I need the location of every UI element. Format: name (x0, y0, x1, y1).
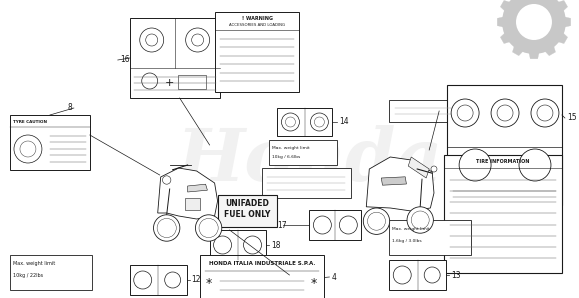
Bar (444, 155, 562, 273)
Bar (210, 230, 266, 260)
Text: 10kg / 6.6lbs: 10kg / 6.6lbs (273, 155, 301, 159)
Circle shape (281, 113, 299, 131)
Bar (389, 260, 446, 290)
Text: HONDA ITALIA INDUSTRIALE S.P.A.: HONDA ITALIA INDUSTRIALE S.P.A. (209, 261, 315, 266)
Text: *: * (310, 277, 317, 289)
Circle shape (313, 216, 331, 234)
Text: ACCESSORIES AND LOADING: ACCESSORIES AND LOADING (229, 23, 285, 27)
Circle shape (310, 113, 328, 131)
Text: 14: 14 (339, 117, 349, 126)
Circle shape (431, 166, 437, 172)
Text: 18: 18 (272, 240, 281, 249)
Bar (389, 220, 471, 255)
Polygon shape (408, 157, 429, 178)
Circle shape (368, 212, 386, 230)
Circle shape (163, 176, 171, 184)
Polygon shape (497, 17, 504, 27)
Bar (130, 18, 219, 98)
Circle shape (459, 149, 491, 181)
Polygon shape (157, 168, 218, 219)
Polygon shape (544, 45, 555, 56)
Bar (185, 198, 200, 210)
Bar (215, 12, 299, 92)
Bar (389, 100, 479, 122)
Circle shape (186, 28, 210, 52)
Bar (447, 85, 562, 205)
Circle shape (244, 236, 262, 254)
Circle shape (153, 215, 180, 241)
Circle shape (407, 207, 433, 233)
Circle shape (491, 99, 519, 127)
Circle shape (339, 216, 357, 234)
Text: TYRE CAUTION: TYRE CAUTION (13, 120, 47, 124)
Circle shape (157, 218, 176, 238)
Text: 1.6kg / 3.0lbs: 1.6kg / 3.0lbs (392, 239, 422, 243)
Polygon shape (367, 157, 434, 211)
Circle shape (363, 208, 390, 235)
Text: +: + (164, 78, 174, 88)
Bar (130, 265, 186, 295)
Text: Max. weight limit: Max. weight limit (392, 227, 430, 231)
Bar (10, 115, 90, 170)
Text: Max. weight limit: Max. weight limit (13, 261, 55, 266)
Polygon shape (512, 45, 524, 56)
Text: 17: 17 (277, 221, 287, 229)
Circle shape (146, 34, 157, 46)
Circle shape (214, 236, 232, 254)
Circle shape (192, 34, 204, 46)
Circle shape (424, 267, 440, 283)
Text: UNIFADED: UNIFADED (226, 199, 269, 208)
Circle shape (497, 105, 513, 121)
Text: FUEL ONLY: FUEL ONLY (224, 210, 271, 219)
Text: 12: 12 (192, 275, 201, 285)
Bar (309, 210, 361, 240)
Polygon shape (188, 184, 207, 192)
Text: 13: 13 (451, 271, 461, 280)
Circle shape (502, 0, 566, 54)
Circle shape (516, 4, 552, 40)
Circle shape (314, 117, 324, 127)
Polygon shape (557, 0, 567, 12)
Bar (10, 255, 92, 290)
Text: 15: 15 (567, 114, 577, 122)
Circle shape (14, 135, 42, 163)
Bar (218, 195, 277, 227)
Bar (269, 140, 338, 165)
Text: 4: 4 (331, 272, 336, 282)
Polygon shape (500, 0, 511, 12)
Circle shape (451, 99, 479, 127)
Bar (178, 75, 206, 89)
Circle shape (411, 211, 429, 229)
Circle shape (199, 218, 218, 238)
Text: Honda: Honda (176, 125, 442, 195)
Bar (277, 108, 332, 136)
Circle shape (457, 105, 473, 121)
Text: 16: 16 (120, 55, 129, 64)
Circle shape (20, 141, 36, 157)
Bar (262, 168, 351, 198)
Circle shape (164, 272, 181, 288)
Circle shape (142, 73, 157, 89)
Text: 10kg / 22lbs: 10kg / 22lbs (13, 273, 43, 278)
Polygon shape (382, 177, 406, 185)
Circle shape (519, 149, 551, 181)
Circle shape (537, 105, 553, 121)
Circle shape (140, 28, 164, 52)
Polygon shape (563, 17, 571, 27)
Polygon shape (529, 52, 540, 59)
Text: Max. weight limit: Max. weight limit (273, 146, 310, 150)
Circle shape (531, 99, 559, 127)
Polygon shape (557, 32, 567, 44)
Circle shape (393, 266, 411, 284)
Polygon shape (500, 32, 511, 44)
Circle shape (285, 117, 295, 127)
Text: ! WARNING: ! WARNING (241, 16, 273, 21)
Bar (200, 255, 324, 298)
Text: *: * (206, 277, 212, 289)
Circle shape (196, 215, 222, 241)
Circle shape (134, 271, 152, 289)
Text: TIRE INFORMATION: TIRE INFORMATION (477, 159, 530, 164)
Text: 8: 8 (68, 103, 72, 113)
